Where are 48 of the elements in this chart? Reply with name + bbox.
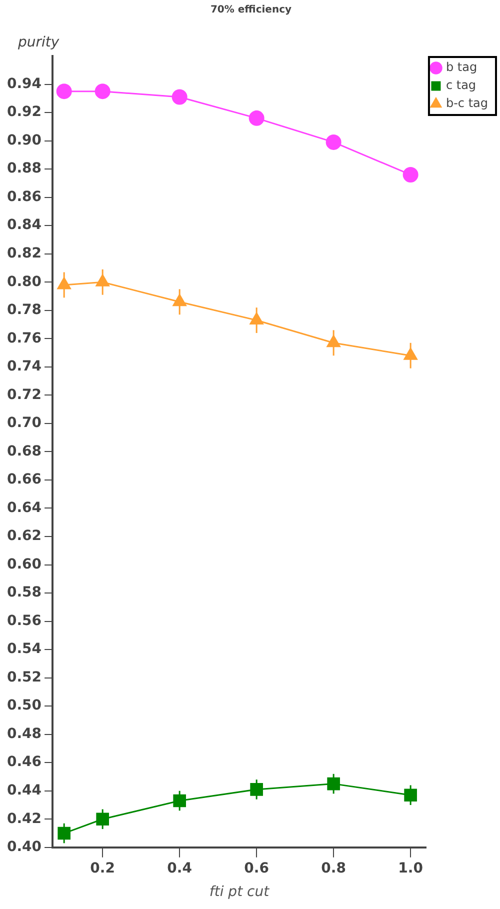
- y-tick-label: 0.74: [6, 358, 42, 375]
- y-tick-label: 0.88: [6, 160, 42, 177]
- y-tick-label: 0.44: [6, 782, 42, 799]
- x-axis-title: fti pt cut: [209, 884, 270, 900]
- y-tick-label: 0.90: [6, 132, 42, 148]
- x-tick-label: 0.2: [90, 860, 115, 876]
- x-tick-label: 0.4: [167, 860, 192, 876]
- point: [402, 166, 418, 182]
- y-tick-label: 0.56: [6, 612, 42, 629]
- point: [404, 788, 417, 802]
- y-tick-label: 0.58: [6, 584, 42, 601]
- y-tick-label: 0.78: [6, 302, 42, 318]
- x-tick-label: 0.8: [321, 860, 346, 876]
- chart-title: 70% efficiency: [210, 4, 292, 16]
- y-tick-label: 0.76: [6, 330, 42, 346]
- y-tick-label: 0.40: [6, 839, 42, 856]
- y-tick-label: 0.80: [6, 274, 42, 290]
- x-tick-label: 0.6: [244, 860, 269, 876]
- y-tick-label: 0.64: [6, 500, 42, 516]
- y-tick-label: 0.54: [6, 641, 42, 658]
- y-tick-label: 0.50: [6, 698, 42, 714]
- y-tick-label: 0.72: [6, 386, 42, 403]
- point: [248, 110, 264, 126]
- point: [56, 84, 72, 100]
- y-tick-label: 0.62: [6, 528, 42, 544]
- x-tick-label: 1.0: [398, 860, 424, 876]
- y-tick-label: 0.48: [6, 726, 42, 742]
- point: [326, 134, 342, 150]
- y-tick-label: 0.86: [6, 188, 42, 205]
- y-tick-label: 0.42: [6, 810, 42, 827]
- y-tick-label: 0.84: [6, 217, 42, 234]
- y-tick-label: 0.66: [6, 472, 42, 488]
- point: [96, 812, 109, 826]
- point: [172, 89, 188, 105]
- point: [94, 84, 110, 100]
- y-tick-label: 0.70: [6, 415, 42, 432]
- y-axis-title: purity: [17, 34, 60, 51]
- legend-label: c tag: [446, 78, 476, 92]
- y-tick-label: 0.46: [6, 754, 42, 770]
- y-tick-label: 0.60: [6, 556, 42, 572]
- point: [250, 783, 263, 796]
- y-tick-label: 0.68: [6, 443, 42, 460]
- y-tick-label: 0.82: [6, 245, 42, 262]
- y-tick-label: 0.94: [6, 76, 42, 92]
- legend-label: b-c tag: [446, 96, 488, 110]
- y-tick-label: 0.52: [6, 669, 42, 686]
- y-tick-label: 0.92: [6, 104, 42, 120]
- legend-label: b tag: [446, 60, 478, 74]
